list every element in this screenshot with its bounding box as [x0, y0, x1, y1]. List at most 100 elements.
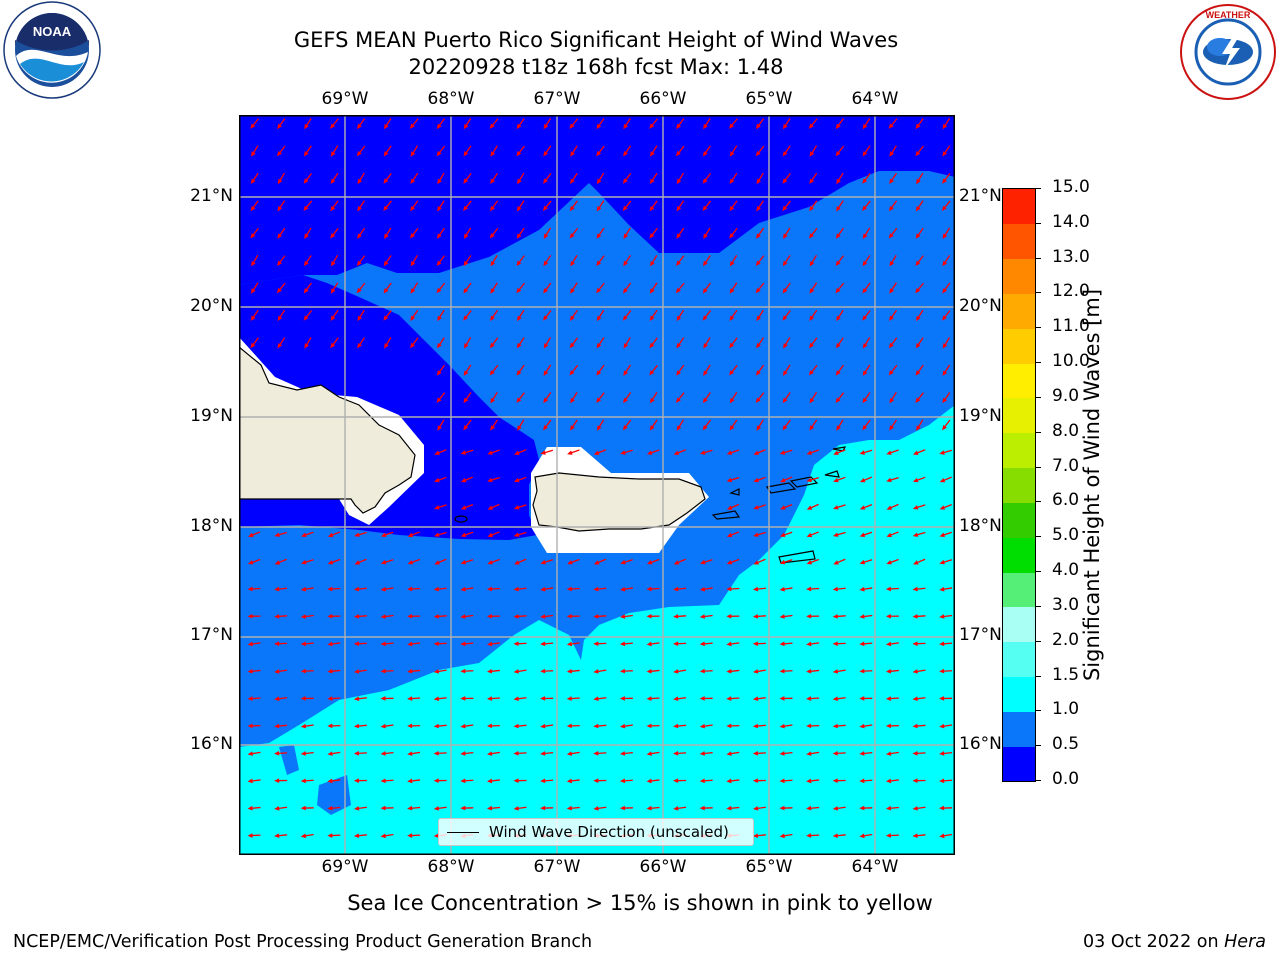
wave-arrow-head — [353, 723, 360, 729]
wave-arrow-head — [247, 641, 253, 647]
wave-arrow-head — [622, 315, 628, 321]
wave-arrow-head — [410, 260, 416, 267]
wave-arrow-head — [303, 315, 309, 321]
wave-arrow-head — [859, 833, 865, 839]
wave-arrow-head — [859, 805, 865, 811]
wave-arrow-head — [569, 342, 575, 349]
wave-arrow-head — [833, 450, 839, 455]
wave-arrow-head — [543, 343, 549, 349]
lat-tick-left-3: 19°N — [190, 406, 233, 426]
wave-arrow-head — [939, 696, 945, 701]
wave-arrow-head — [543, 397, 549, 404]
wave-arrow-head — [782, 315, 788, 321]
colorbar-tick-label: 3.0 — [1052, 594, 1080, 615]
wave-arrow-head — [330, 123, 336, 129]
wave-arrow-head — [619, 751, 626, 756]
wave-arrow-head — [912, 833, 918, 838]
colorbar-tick-mark — [1035, 188, 1041, 189]
wave-arrow-head — [436, 370, 442, 376]
wave-arrow-head — [570, 397, 575, 404]
wave-arrow-head — [513, 477, 520, 483]
wave-arrow-head — [832, 723, 838, 729]
wave-arrow-head — [540, 450, 546, 455]
wave-arrow-head — [779, 559, 786, 565]
wave-arrow-head — [380, 751, 386, 756]
wave-arrow-head — [859, 614, 865, 619]
wave-arrow-head — [623, 370, 628, 376]
wave-arrow-head — [782, 260, 788, 267]
wave-arrow-head — [619, 696, 625, 701]
wave-arrow-head — [353, 833, 360, 838]
wave-arrow-head — [619, 641, 626, 647]
wave-arrow-head — [699, 805, 705, 811]
wave-arrow-head — [274, 806, 280, 811]
wave-arrow-head — [756, 178, 762, 185]
wave-arrow-head — [862, 205, 868, 212]
hispaniola-land — [239, 346, 416, 514]
wave-arrow-head — [330, 288, 336, 294]
colorbar-tick-label: 7.0 — [1052, 455, 1080, 476]
wave-arrow-head — [835, 260, 841, 266]
colorbar-segment — [1003, 432, 1035, 469]
wave-arrow-head — [543, 233, 549, 239]
wave-arrow-head — [885, 751, 892, 756]
wave-arrow-head — [752, 751, 759, 756]
colorbar-segment — [1003, 502, 1035, 538]
wave-arrow-head — [433, 806, 440, 811]
wave-arrow-head — [410, 178, 416, 185]
wave-arrow-head — [912, 778, 918, 783]
wave-arrow-head — [433, 614, 439, 619]
wave-arrow-head — [619, 723, 626, 729]
wave-arrow-head — [779, 833, 785, 839]
wave-arrow-head — [755, 123, 761, 130]
wave-arrow-head — [247, 668, 253, 674]
wave-arrow-head — [514, 560, 520, 565]
wave-arrow-head — [832, 751, 838, 756]
wave-arrow-head — [353, 641, 359, 646]
wave-arrow-head — [327, 833, 333, 838]
wave-arrow-head — [489, 123, 495, 129]
wave-arrow-head — [247, 805, 253, 811]
wave-arrow-head — [676, 260, 681, 266]
wave-arrow-head — [274, 669, 280, 674]
wave-arrow-head — [410, 151, 416, 157]
wave-arrow-head — [433, 586, 439, 592]
wave-arrow-head — [753, 477, 759, 483]
colorbar-segment — [1003, 537, 1035, 573]
wave-arrow-head — [566, 586, 572, 592]
wave-arrow-head — [782, 425, 788, 431]
legend-label: Wind Wave Direction (unscaled) — [489, 823, 729, 841]
wave-arrow-head — [407, 833, 413, 838]
wave-arrow-head — [330, 178, 336, 185]
wave-arrow-head — [357, 178, 363, 185]
wave-arrow-head — [357, 233, 362, 239]
wave-arrow-head — [463, 370, 469, 376]
wave-arrow-head — [862, 397, 868, 404]
wave-arrow-head — [357, 315, 363, 322]
wave-arrow-head — [516, 123, 522, 130]
wave-arrow-head — [513, 806, 519, 811]
colorbar-tick-label: 15.0 — [1052, 177, 1090, 197]
wave-arrow-head — [593, 806, 599, 811]
wave-arrow-head — [437, 315, 442, 322]
wave-arrow-head — [702, 205, 708, 212]
colorbar-segment — [1003, 572, 1035, 608]
wave-arrow-head — [915, 123, 921, 130]
wave-arrow-head — [806, 560, 813, 565]
colorbar-tick-label: 11.0 — [1052, 316, 1090, 337]
wave-arrow-head — [593, 614, 599, 619]
wave-arrow-head — [832, 614, 838, 619]
wave-arrow-head — [832, 778, 838, 783]
wave-arrow-head — [752, 806, 759, 811]
wave-arrow-head — [755, 150, 761, 157]
wave-arrow-head — [274, 723, 280, 729]
wave-arrow-head — [675, 397, 681, 403]
wave-arrow-head — [434, 505, 440, 510]
wave-arrow-head — [513, 641, 519, 646]
wave-arrow-head — [752, 586, 759, 592]
wave-arrow-head — [354, 560, 360, 565]
wave-arrow-head — [673, 450, 680, 455]
colorbar-segment — [1003, 223, 1035, 260]
wave-arrow-head — [675, 150, 681, 157]
lat-tick-left-1: 21°N — [190, 186, 233, 206]
